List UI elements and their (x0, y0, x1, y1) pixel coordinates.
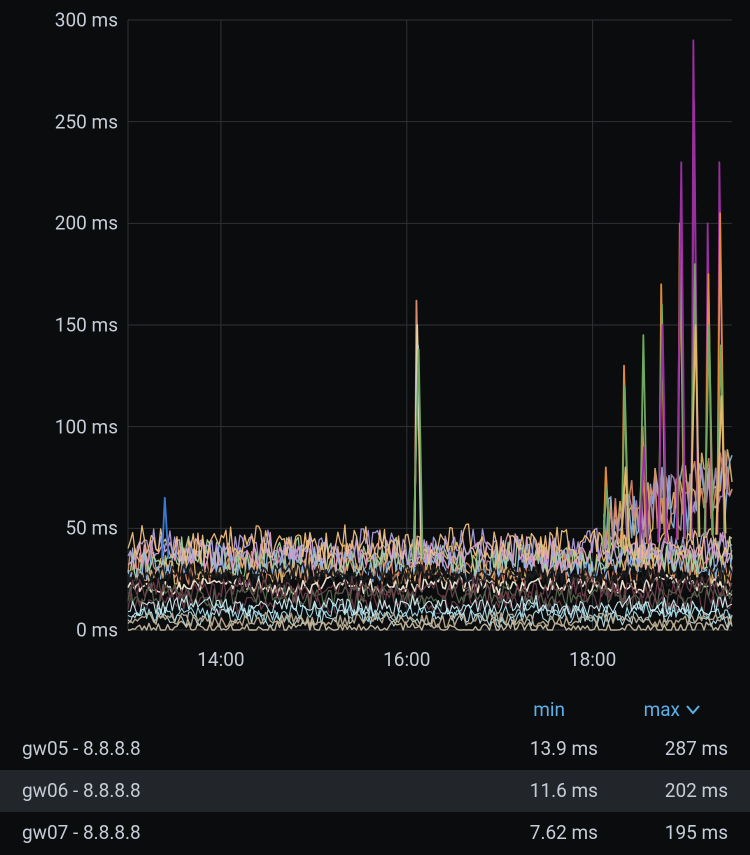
legend-row[interactable]: gw07 - 8.8.8.87.62 ms195 ms (0, 812, 750, 854)
chevron-down-icon (686, 705, 700, 715)
latency-panel: { "chart": { "type": "line", "background… (0, 0, 750, 855)
series-max: 202 ms (598, 770, 728, 812)
x-tick-label: 14:00 (197, 648, 244, 671)
series-max: 195 ms (598, 812, 728, 854)
chart-svg (0, 0, 750, 690)
y-tick-label: 150 ms (0, 314, 118, 337)
y-tick-label: 100 ms (0, 415, 118, 438)
x-tick-label: 18:00 (569, 648, 616, 671)
y-tick-label: 250 ms (0, 110, 118, 133)
y-tick-label: 300 ms (0, 9, 118, 32)
series-max: 287 ms (598, 728, 728, 770)
series-min: 7.62 ms (468, 812, 598, 854)
column-header-max-label: max (644, 698, 680, 721)
series-min: 11.6 ms (468, 770, 598, 812)
legend-header: min max (0, 688, 750, 728)
y-tick-label: 50 ms (0, 517, 118, 540)
series-name: gw06 - 8.8.8.8 (22, 770, 468, 812)
column-header-max[interactable]: max (590, 698, 700, 721)
y-tick-label: 200 ms (0, 212, 118, 235)
legend-rows: gw05 - 8.8.8.813.9 ms287 msgw06 - 8.8.8.… (0, 728, 750, 854)
column-header-min[interactable]: min (495, 698, 565, 721)
legend-row[interactable]: gw06 - 8.8.8.811.6 ms202 ms (0, 770, 750, 812)
series-name: gw07 - 8.8.8.8 (22, 812, 468, 854)
x-tick-label: 16:00 (383, 648, 430, 671)
series-min: 13.9 ms (468, 728, 598, 770)
series-name: gw05 - 8.8.8.8 (22, 728, 468, 770)
legend-row[interactable]: gw05 - 8.8.8.813.9 ms287 ms (0, 728, 750, 770)
y-tick-label: 0 ms (0, 619, 118, 642)
timeseries-chart[interactable]: 0 ms 50 ms 100 ms 150 ms 200 ms 250 ms 300 ms 1… (0, 0, 750, 690)
